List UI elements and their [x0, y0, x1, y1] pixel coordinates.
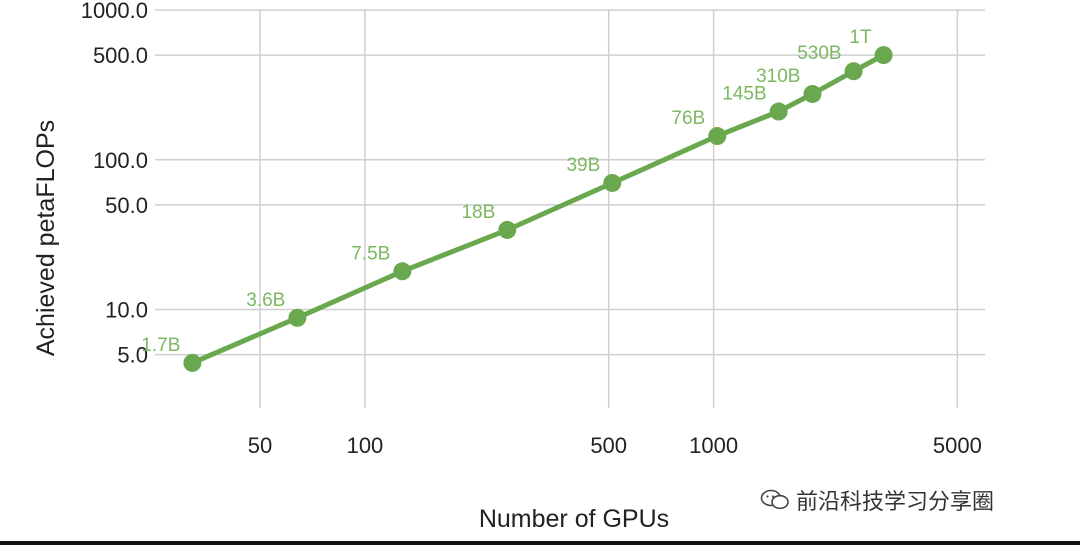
data-point	[708, 127, 727, 146]
x-tick-label: 100	[347, 433, 384, 458]
x-axis-tick-labels: 50 100 500 1000 5000	[248, 433, 982, 458]
data-point-label: 145B	[722, 84, 766, 105]
horizontal-gridlines	[155, 9, 985, 356]
y-tick-label: 5.0	[117, 343, 148, 368]
data-point-label: 1.7B	[141, 335, 180, 356]
data-point	[769, 102, 788, 121]
data-point	[183, 353, 202, 372]
data-point-label: 3.6B	[246, 290, 285, 311]
data-point-label: 530B	[797, 43, 841, 64]
data-point-label: 7.5B	[351, 243, 390, 264]
data-point-label: 76B	[671, 108, 705, 129]
x-tick-label: 500	[590, 433, 627, 458]
data-point-markers	[183, 46, 893, 372]
y-tick-label: 50.0	[105, 193, 148, 218]
data-point	[603, 173, 622, 192]
series-line	[189, 52, 887, 366]
data-point	[874, 46, 893, 65]
y-tick-label: 1000.0	[81, 0, 148, 23]
vertical-gridlines	[259, 10, 959, 408]
y-axis-tick-labels: 5.0 10.0 50.0 100.0 500.0 1000.0	[81, 0, 148, 368]
data-point	[844, 62, 863, 81]
wechat-icon	[760, 489, 789, 510]
x-tick-label: 5000	[933, 433, 982, 458]
y-tick-label: 500.0	[93, 43, 148, 68]
y-axis-title: Achieved petaFLOPs	[32, 120, 60, 356]
data-point-label: 310B	[756, 66, 800, 87]
data-point-label: 1T	[849, 27, 872, 48]
data-point	[803, 84, 822, 103]
data-point	[498, 220, 517, 239]
x-tick-label: 1000	[689, 433, 738, 458]
data-point-label: 39B	[566, 155, 600, 176]
data-point-label: 18B	[461, 202, 495, 223]
data-point	[288, 308, 307, 327]
x-tick-label: 50	[248, 433, 272, 458]
y-tick-label: 100.0	[93, 148, 148, 173]
watermark-text: 前沿科技学习分享圈	[796, 490, 995, 515]
watermark: 前沿科技学习分享圈	[760, 484, 994, 516]
data-point	[393, 262, 412, 281]
bottom-border	[0, 541, 1080, 545]
y-tick-label: 10.0	[105, 298, 148, 323]
x-axis-title: Number of GPUs	[479, 505, 669, 533]
